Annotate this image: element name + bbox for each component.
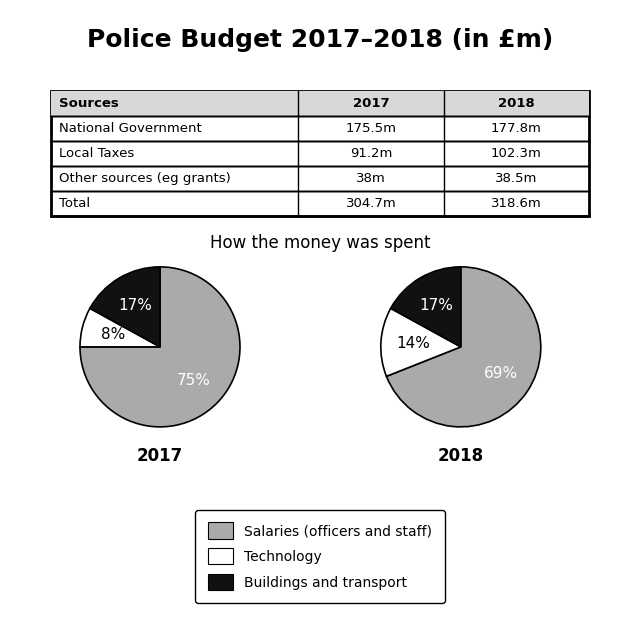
Text: Other sources (eg grants): Other sources (eg grants) [59, 172, 230, 184]
Text: 2018: 2018 [438, 447, 484, 465]
Bar [444, 91, 589, 116]
Text: 17%: 17% [118, 298, 152, 313]
Bar [298, 91, 444, 116]
Text: 38.5m: 38.5m [495, 172, 538, 184]
Text: How the money was spent: How the money was spent [210, 234, 430, 253]
Bar [51, 91, 589, 216]
Wedge shape [80, 267, 240, 427]
Text: 2017: 2017 [137, 447, 183, 465]
Text: 69%: 69% [483, 366, 518, 381]
Text: Local Taxes: Local Taxes [59, 147, 134, 159]
Wedge shape [387, 267, 541, 427]
Text: 75%: 75% [177, 373, 211, 388]
Text: Police Budget 2017–2018 (in £m): Police Budget 2017–2018 (in £m) [87, 28, 553, 52]
Text: 2017: 2017 [353, 97, 389, 109]
Text: 304.7m: 304.7m [346, 197, 396, 209]
Text: Sources: Sources [59, 97, 118, 109]
Text: 175.5m: 175.5m [346, 122, 397, 134]
Text: 14%: 14% [396, 336, 430, 351]
Text: 318.6m: 318.6m [491, 197, 541, 209]
Wedge shape [80, 308, 160, 347]
Wedge shape [390, 267, 461, 347]
Text: 102.3m: 102.3m [491, 147, 541, 159]
Legend: Salaries (officers and staff), Technology, Buildings and transport: Salaries (officers and staff), Technolog… [195, 510, 445, 602]
Text: National Government: National Government [59, 122, 202, 134]
Bar [51, 91, 298, 116]
Text: Total: Total [59, 197, 90, 209]
Text: 8%: 8% [101, 328, 125, 342]
Text: 38m: 38m [356, 172, 386, 184]
Text: 177.8m: 177.8m [491, 122, 541, 134]
Text: 17%: 17% [419, 298, 453, 313]
Text: 91.2m: 91.2m [350, 147, 392, 159]
Text: 2018: 2018 [498, 97, 534, 109]
Wedge shape [381, 308, 461, 376]
Wedge shape [90, 267, 160, 347]
